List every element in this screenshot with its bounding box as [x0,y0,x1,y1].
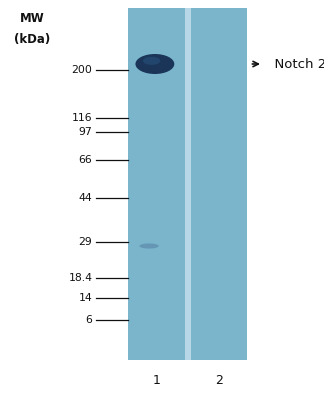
Text: 1: 1 [152,374,160,387]
Ellipse shape [143,57,160,65]
Text: 29: 29 [79,237,92,247]
Bar [128,8,185,360]
Text: 18.4: 18.4 [68,273,92,283]
Text: 2: 2 [215,374,223,387]
Text: 97: 97 [79,127,92,137]
Text: 44: 44 [79,193,92,203]
Text: 66: 66 [79,155,92,165]
Text: (kDa): (kDa) [14,34,51,46]
Text: 116: 116 [72,113,92,123]
Ellipse shape [135,54,174,74]
Text: 200: 200 [72,65,92,75]
Text: Notch 2: Notch 2 [252,58,324,70]
Text: MW: MW [20,12,45,24]
Bar [191,8,247,360]
Ellipse shape [139,243,159,249]
Bar [185,8,191,360]
Text: 6: 6 [86,315,92,325]
Text: 14: 14 [79,293,92,303]
